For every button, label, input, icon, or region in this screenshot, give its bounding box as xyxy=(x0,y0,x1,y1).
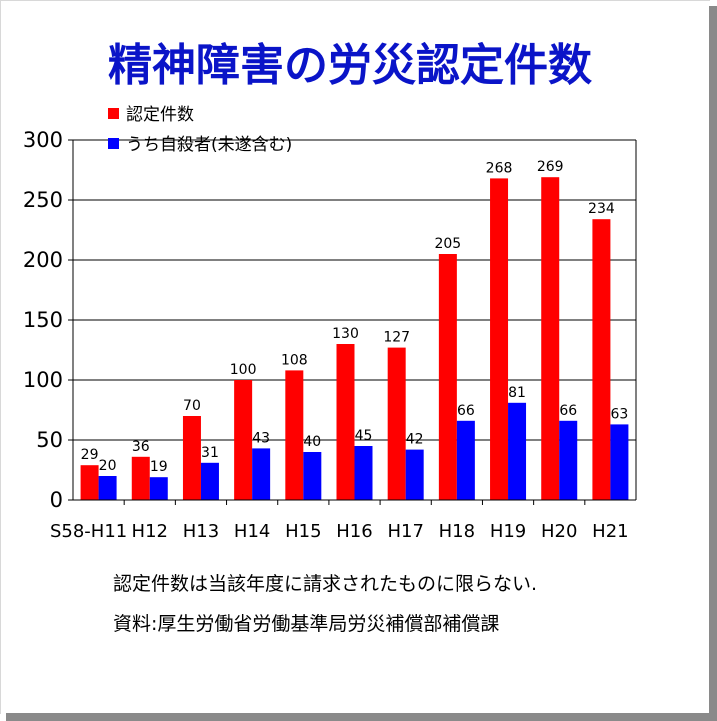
value-label-recognized: 234 xyxy=(588,201,615,217)
value-label-recognized: 100 xyxy=(230,362,257,378)
bar-recognized xyxy=(387,347,406,500)
value-label-suicide: 40 xyxy=(303,434,321,450)
x-category-label: H20 xyxy=(541,521,577,542)
value-label-suicide: 45 xyxy=(355,428,373,444)
value-label-recognized: 130 xyxy=(332,326,359,342)
bar-suicide xyxy=(456,420,475,500)
bar-recognized xyxy=(80,465,99,500)
x-category-label: S58-H11 xyxy=(50,521,127,542)
value-label-suicide: 66 xyxy=(559,403,577,419)
y-tick-label: 50 xyxy=(36,428,63,452)
bar-suicide xyxy=(354,446,373,500)
bar-recognized xyxy=(285,370,304,500)
bar-recognized xyxy=(541,177,560,500)
bar-recognized xyxy=(438,254,457,500)
bar-recognized xyxy=(131,456,150,500)
bar-suicide xyxy=(559,420,578,500)
y-tick-label: 150 xyxy=(23,308,63,332)
bar-recognized xyxy=(234,380,253,500)
axes: 0 50 100 150 200 250 300 S58-H11 H12 H13 H14 H15 H16… xyxy=(23,128,637,542)
value-label-recognized: 269 xyxy=(537,159,564,175)
bar-suicide xyxy=(610,424,629,500)
x-category-label: H19 xyxy=(490,521,526,542)
x-category-label: H12 xyxy=(132,521,168,542)
y-tick-label: 0 xyxy=(50,488,63,512)
value-label-suicide: 63 xyxy=(610,406,628,422)
value-label-recognized: 70 xyxy=(183,398,201,414)
value-label-suicide: 20 xyxy=(99,458,117,474)
value-label-recognized: 108 xyxy=(281,352,308,368)
x-category-label: H18 xyxy=(439,521,475,542)
y-tick-label: 200 xyxy=(23,248,63,272)
legend-label-recognized: 認定件数 xyxy=(126,105,194,125)
value-label-recognized: 127 xyxy=(383,330,410,346)
x-category-label: H15 xyxy=(285,521,321,542)
x-category-label: H17 xyxy=(387,521,423,542)
bar-recognized xyxy=(182,416,201,500)
y-tick-label: 100 xyxy=(23,368,63,392)
bar-suicide xyxy=(200,462,219,500)
bar-suicide xyxy=(508,402,527,500)
value-label-suicide: 31 xyxy=(201,445,219,461)
bar-suicide xyxy=(405,449,424,500)
bar-recognized xyxy=(592,219,611,500)
legend: 認定件数 うち自殺者(未遂含む) xyxy=(108,105,292,155)
bar-suicide xyxy=(149,477,168,500)
bar-suicide xyxy=(303,452,322,500)
source-text: 資料:厚生労働省労働基準局労災補償部補償課 xyxy=(113,613,499,635)
value-label-suicide: 19 xyxy=(150,459,168,475)
value-label-suicide: 43 xyxy=(252,430,270,446)
frame-shadow-bottom xyxy=(6,713,717,721)
bar-suicide xyxy=(252,448,271,500)
bar-suicide xyxy=(98,476,117,500)
x-category-label: H14 xyxy=(234,521,270,542)
bar-recognized xyxy=(336,344,355,500)
legend-label-suicide: うち自殺者(未遂含む) xyxy=(126,135,292,155)
frame-shadow-right xyxy=(709,6,717,721)
y-tick-label: 300 xyxy=(23,128,63,152)
bars xyxy=(80,177,629,500)
value-label-recognized: 29 xyxy=(81,447,99,463)
x-category-label: H13 xyxy=(183,521,219,542)
bar-recognized xyxy=(490,178,509,500)
value-label-suicide: 42 xyxy=(406,432,424,448)
value-label-recognized: 205 xyxy=(434,236,461,252)
y-tick-label: 250 xyxy=(23,188,63,212)
value-label-suicide: 66 xyxy=(457,403,475,419)
legend-swatch-suicide xyxy=(108,138,119,149)
x-category-label: H21 xyxy=(592,521,628,542)
value-label-recognized: 36 xyxy=(132,439,150,455)
value-label-recognized: 268 xyxy=(486,160,513,176)
value-label-suicide: 81 xyxy=(508,385,526,401)
x-category-label: H16 xyxy=(336,521,372,542)
legend-swatch-recognized xyxy=(108,108,119,119)
chart-title: 精神障害の労災認定件数 xyxy=(108,40,592,91)
footnote-text: 認定件数は当該年度に請求されたものに限らない. xyxy=(113,573,537,595)
